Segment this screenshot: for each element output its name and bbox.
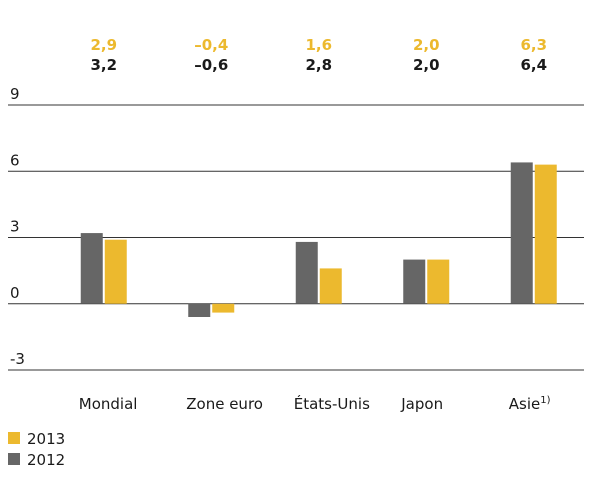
bar: [319, 268, 342, 304]
value-label: 2,8: [305, 56, 332, 74]
category-name: Asie: [509, 395, 540, 413]
bar: [427, 259, 450, 304]
bar: [104, 239, 127, 304]
x-tick-label: Mondial: [79, 395, 138, 413]
bar: [403, 259, 426, 304]
bar: [80, 233, 103, 304]
category-name: États-Unis: [294, 394, 370, 413]
legend-label: 2012: [27, 451, 65, 469]
y-tick-label: 6: [10, 151, 20, 169]
x-tick-label: Zone euro: [186, 395, 263, 413]
value-label: 3,2: [90, 56, 117, 74]
legend-swatch: [8, 432, 20, 444]
y-tick-label: 0: [10, 284, 20, 302]
category-name: Zone euro: [186, 395, 263, 413]
bar: [212, 303, 235, 313]
bar: [510, 162, 533, 304]
legend-label: 2013: [27, 430, 65, 448]
bar: [295, 241, 318, 304]
y-tick-label: -3: [10, 350, 25, 368]
value-label: 2,0: [413, 36, 440, 54]
bar: [534, 164, 557, 304]
footnote-mark: 1): [540, 395, 550, 406]
value-label: –0,4: [194, 36, 228, 54]
value-label: 2,0: [413, 56, 440, 74]
legend-swatch: [8, 453, 20, 465]
value-label: –0,6: [194, 56, 228, 74]
y-tick-label: 3: [10, 218, 20, 236]
value-label: 6,3: [520, 36, 547, 54]
category-name: Mondial: [79, 395, 138, 413]
x-tick-label: Asie1): [509, 395, 551, 413]
bar: [188, 303, 211, 317]
category-name: Japon: [400, 395, 443, 413]
y-tick-label: 9: [10, 85, 20, 103]
value-label: 6,4: [520, 56, 547, 74]
value-label: 1,6: [305, 36, 332, 54]
value-label: 2,9: [90, 36, 117, 54]
x-tick-label: États-Unis: [294, 394, 370, 413]
x-tick-label: Japon: [400, 395, 443, 413]
